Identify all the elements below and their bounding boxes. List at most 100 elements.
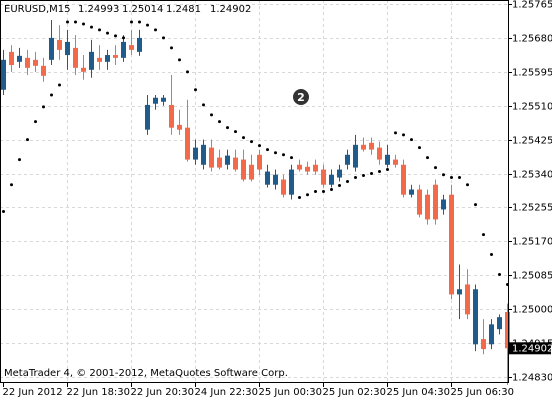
sar-dot — [410, 138, 413, 142]
candle-body — [9, 51, 14, 66]
y-tick-label: 1.24830 — [512, 373, 552, 384]
ohlc-low: 1.2481 — [166, 4, 201, 15]
candle-body — [457, 289, 462, 295]
candle-body — [417, 189, 422, 215]
ohlc-high: 1.25014 — [122, 4, 163, 15]
sar-dot — [394, 131, 397, 135]
sar-dot — [466, 183, 469, 187]
sar-dot — [66, 20, 69, 24]
sar-dot — [386, 168, 389, 172]
sar-dot — [10, 183, 13, 187]
candle-body — [305, 166, 310, 172]
grid — [0, 0, 508, 383]
y-tick-label: 1.25765 — [512, 0, 552, 11]
candle-body — [65, 41, 70, 56]
candle-body — [329, 174, 334, 185]
candle-body — [377, 147, 382, 160]
candle-body — [217, 157, 222, 168]
candle-body — [449, 194, 454, 295]
y-tick-label: 1.25255 — [512, 203, 552, 214]
y-tick-label: 1.25340 — [512, 170, 552, 181]
candle-body — [337, 169, 342, 178]
candle-body — [105, 55, 110, 62]
sar-dot — [210, 113, 213, 117]
sar-dot — [290, 156, 293, 160]
candle-body — [361, 144, 366, 150]
y-tick-label: 1.25595 — [512, 68, 552, 79]
candle-body — [25, 57, 30, 68]
sar-dot — [26, 138, 29, 142]
candle-body — [233, 157, 238, 170]
candle-body — [169, 104, 174, 128]
candle-body — [209, 147, 214, 168]
candle-body — [473, 289, 478, 345]
sar-dot — [58, 83, 61, 87]
sar-dot — [234, 130, 237, 134]
sar-dot — [250, 140, 253, 144]
candle-body — [81, 67, 86, 72]
sar-dot — [90, 25, 93, 29]
chart-title: EURUSD,M15 — [4, 4, 70, 15]
sar-dot — [306, 193, 309, 197]
title: EURUSD,M15 1.24993 1.25014 1.2481 1.2490… — [4, 4, 251, 15]
y-tick-label: 1.25425 — [512, 136, 552, 147]
candle-body — [249, 164, 254, 180]
candle-body — [265, 171, 270, 185]
sar-dot — [490, 253, 493, 257]
price-label: 1.24902 — [512, 343, 552, 354]
sar-dot — [226, 126, 229, 130]
candle-body — [161, 97, 166, 102]
sar-dot — [258, 144, 261, 148]
candle-body — [41, 65, 46, 76]
sar-dot — [274, 151, 277, 155]
candle-body — [401, 164, 406, 195]
candle-body — [153, 97, 158, 104]
sar-dot — [298, 195, 301, 199]
candle-body — [465, 284, 470, 315]
x-tick-label: 25 Jun 00:30 — [259, 387, 323, 398]
ohlc-close: 1.24902 — [210, 4, 251, 15]
candle-body — [97, 57, 102, 62]
y-tick-label: 1.25680 — [512, 34, 552, 45]
x-tick-label: 25 Jun 02:30 — [323, 387, 387, 398]
sar-dot — [338, 184, 341, 188]
sar-dot — [138, 20, 141, 24]
sar-dot — [482, 233, 485, 237]
candle-body — [257, 154, 262, 170]
candle-body — [113, 55, 118, 58]
sar-dot — [146, 23, 149, 27]
y-tick-label: 1.25510 — [512, 102, 552, 113]
x-tick-label: 24 Jun 22:30 — [195, 387, 259, 398]
sar-dot — [178, 58, 181, 62]
candle-body — [33, 59, 38, 66]
sar-dot — [330, 188, 333, 192]
candle-body — [241, 159, 246, 180]
sar-dot — [186, 70, 189, 74]
sar-dot — [346, 180, 349, 184]
sar-dot — [106, 31, 109, 35]
sar-dot — [426, 156, 429, 160]
sar-dot — [314, 190, 317, 193]
candle-body — [129, 45, 134, 50]
sar-dot — [114, 34, 117, 38]
candle-body — [17, 55, 22, 62]
candle-body — [497, 317, 502, 330]
candle-body — [409, 189, 414, 195]
candle-body — [345, 154, 350, 165]
candle-body — [121, 41, 126, 58]
sar-dot — [34, 120, 37, 124]
candle-body — [369, 142, 374, 150]
candle-body — [505, 311, 510, 349]
candle-body — [353, 144, 358, 168]
sar-dot — [362, 174, 365, 178]
x-tick-label: 22 Jun 20:30 — [131, 387, 195, 398]
sar-dot — [450, 176, 453, 180]
x-tick-label: 22 Jun 18:30 — [67, 387, 131, 398]
candle-body — [297, 164, 302, 170]
candle-body — [273, 174, 278, 185]
candle-body — [185, 127, 190, 160]
candle-body — [393, 159, 398, 165]
footer: MetaTrader 4, © 2001-2012, MetaQuotes So… — [4, 368, 288, 379]
sar-dot — [202, 103, 205, 107]
